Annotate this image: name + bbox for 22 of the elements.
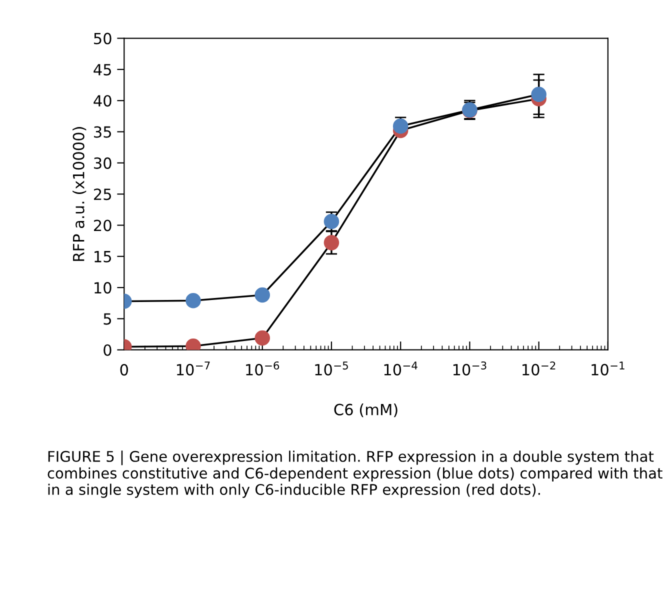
y-tick-label: 45 xyxy=(94,64,111,76)
x-tick-label: 10$^{−7}$ xyxy=(176,362,210,376)
x-tick-label: 10$^{−6}$ xyxy=(246,361,280,376)
x-tick-label: 10$^{−3}$ xyxy=(453,361,486,376)
y-tick-label: 15 xyxy=(94,251,111,262)
y-tick-label: 35 xyxy=(94,126,111,138)
y-tick-label: 40 xyxy=(94,95,112,107)
x-tick-label: 10$^{−2}$ xyxy=(522,361,556,376)
y-tick-label: 20 xyxy=(94,220,112,232)
y-tick-label: 50 xyxy=(94,32,112,44)
x-tick-label: 10$^{−5}$ xyxy=(315,362,348,376)
y-tick-label: 0 xyxy=(104,344,112,356)
y-tick-label: 5 xyxy=(104,313,111,325)
x-axis-title: C6 (mM) xyxy=(334,404,398,418)
x-tick-label: 0 xyxy=(120,364,128,376)
y-tick-label: 25 xyxy=(94,188,111,200)
y-tick-label: 10 xyxy=(94,282,112,294)
x-tick-label: 10$^{−1}$ xyxy=(592,362,624,376)
x-tick-label: 10$^{−4}$ xyxy=(384,362,418,376)
y-axis-title: RFP a.u. (x10000) xyxy=(72,127,86,261)
caption: FIGURE 5 | Gene overexpression limitation. RFP expression in a double system that combines constitutive and C6-dependent expression (blue dots) compared with that in a single system with only C6-inducible RFP expression (red dots). xyxy=(48,450,662,498)
y-tick-label: 30 xyxy=(94,157,112,169)
